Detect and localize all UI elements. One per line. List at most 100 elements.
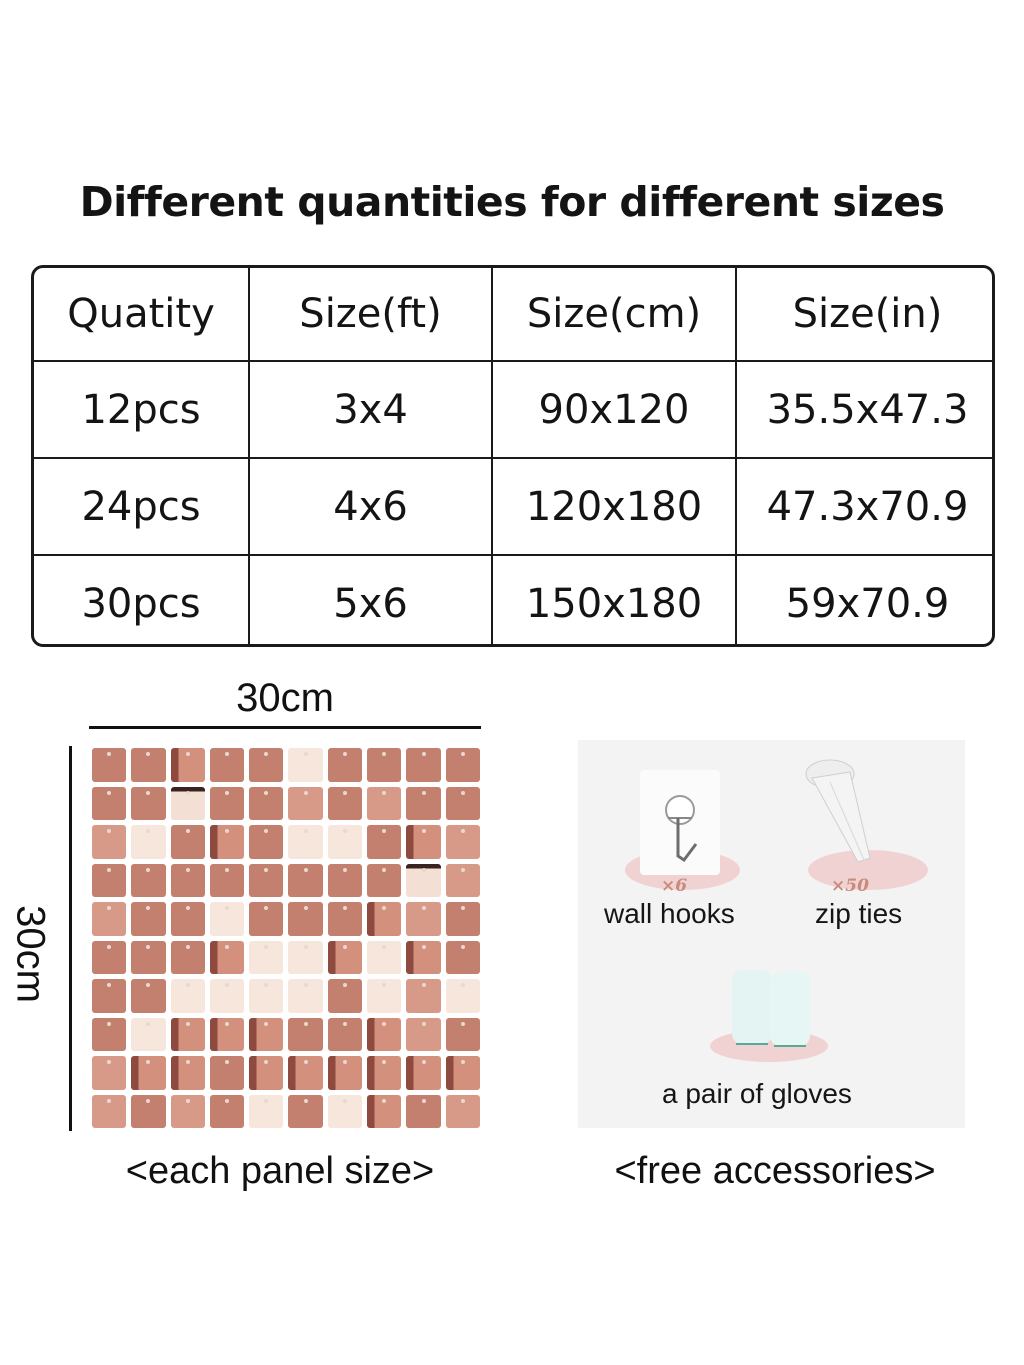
sequin-square [288,1017,323,1051]
panel-size-caption: <each panel size> [125,1150,435,1192]
sequin-square [209,1056,245,1090]
sequin-square [445,786,480,820]
table-row: 30pcs 5x6 150x180 59x70.9 [34,554,992,644]
sequin-square [445,1056,480,1090]
sequin-square [445,902,480,936]
header-quantity: Quatity [34,268,250,362]
sequin-square [327,940,363,974]
sequin-square [327,863,363,897]
cell-size-in: 35.5x47.3 [735,360,992,459]
sequin-square [249,902,284,936]
sequin-square [367,863,402,897]
sequin-square [170,940,205,974]
sequin-square [170,863,205,897]
sequin-square [445,940,480,974]
sequin-square [209,1094,245,1128]
sequin-square [209,902,245,936]
sequin-square [131,1017,166,1051]
sequin-square [445,825,480,859]
sequin-square [406,979,441,1013]
sequin-square [249,1056,284,1090]
sequin-square [209,1017,245,1051]
sequin-square [327,825,363,859]
sequin-square [249,863,284,897]
wall-hooks-quantity: ×6 [661,876,688,896]
cell-quantity: 24pcs [34,457,250,556]
sequin-square [170,1017,205,1051]
sequin-square [367,979,402,1013]
table-row: 12pcs 3x4 90x120 35.5x47.3 [34,360,992,459]
accessories-image: ×6 wall hooks ×50 zip ties a pair of glo… [578,740,965,1128]
zip-ties-quantity: ×50 [831,876,869,896]
sequin-square [249,786,284,820]
header-size-cm: Size(cm) [491,268,737,362]
sequin-square [92,979,127,1013]
sequin-square [92,902,127,936]
cell-size-cm: 120x180 [491,457,737,556]
sequin-square [367,940,402,974]
sequin-square [288,902,323,936]
table-row: 24pcs 4x6 120x180 47.3x70.9 [34,457,992,556]
gloves-icon [726,962,818,1054]
sequin-square [327,979,363,1013]
sequin-square [249,825,284,859]
cell-size-ft: 4x6 [248,457,493,556]
sequin-square [209,748,245,782]
sequin-square [131,1094,166,1128]
sequin-square [209,863,245,897]
sequin-square [367,1094,402,1128]
cell-size-in: 47.3x70.9 [735,457,992,556]
sequin-square [327,1094,363,1128]
cell-size-cm: 90x120 [491,360,737,459]
table-header-row: Quatity Size(ft) Size(cm) Size(in) [34,268,992,362]
sequin-square [170,979,205,1013]
sequin-square [406,748,441,782]
sequin-square [92,1094,127,1128]
sequin-square [209,825,245,859]
sequin-square [327,902,363,936]
sequin-square [367,902,402,936]
sequin-square [445,1017,480,1051]
accessories-caption: <free accessories> [614,1150,936,1192]
cell-size-ft: 3x4 [248,360,493,459]
cell-quantity: 12pcs [34,360,250,459]
zip-ties-icon [800,752,890,877]
zip-ties-label: zip ties [815,898,903,929]
sequin-square [131,940,166,974]
sequin-square [92,748,127,782]
sequin-square [170,902,205,936]
sequin-square [445,748,480,782]
sequin-square [92,863,127,897]
header-size-in: Size(in) [735,268,992,362]
sequin-square [92,1056,127,1090]
sequin-square [249,748,284,782]
sequin-square [327,786,363,820]
sequin-square [209,979,245,1013]
sequin-square [406,1056,441,1090]
panel-height-dimension-line [69,746,72,1131]
panel-width-dimension-line [89,726,481,729]
sequin-square [406,1017,441,1051]
sequin-square [367,1056,402,1090]
sequin-square [406,786,441,820]
sequin-square [367,786,402,820]
sequin-square [92,825,127,859]
sequin-square [445,1094,480,1128]
wall-hook-icon [640,770,720,875]
sequin-square [445,863,480,897]
header-size-ft: Size(ft) [248,268,493,362]
size-table: Quatity Size(ft) Size(cm) Size(in) 12pcs… [31,265,995,647]
sequin-square [131,748,166,782]
sequin-square [170,748,205,782]
cell-quantity: 30pcs [34,554,250,644]
sequin-square [249,1094,284,1128]
sequin-square [131,786,166,820]
gloves-label: a pair of gloves [662,1078,852,1109]
wall-hooks-label: wall hooks [604,898,735,929]
sequin-square [445,979,480,1013]
sequin-square [406,863,441,897]
panel-width-label: 30cm [236,676,334,720]
sequin-square [131,825,166,859]
page-title: Different quantities for different sizes [79,178,945,226]
sequin-square [131,979,166,1013]
